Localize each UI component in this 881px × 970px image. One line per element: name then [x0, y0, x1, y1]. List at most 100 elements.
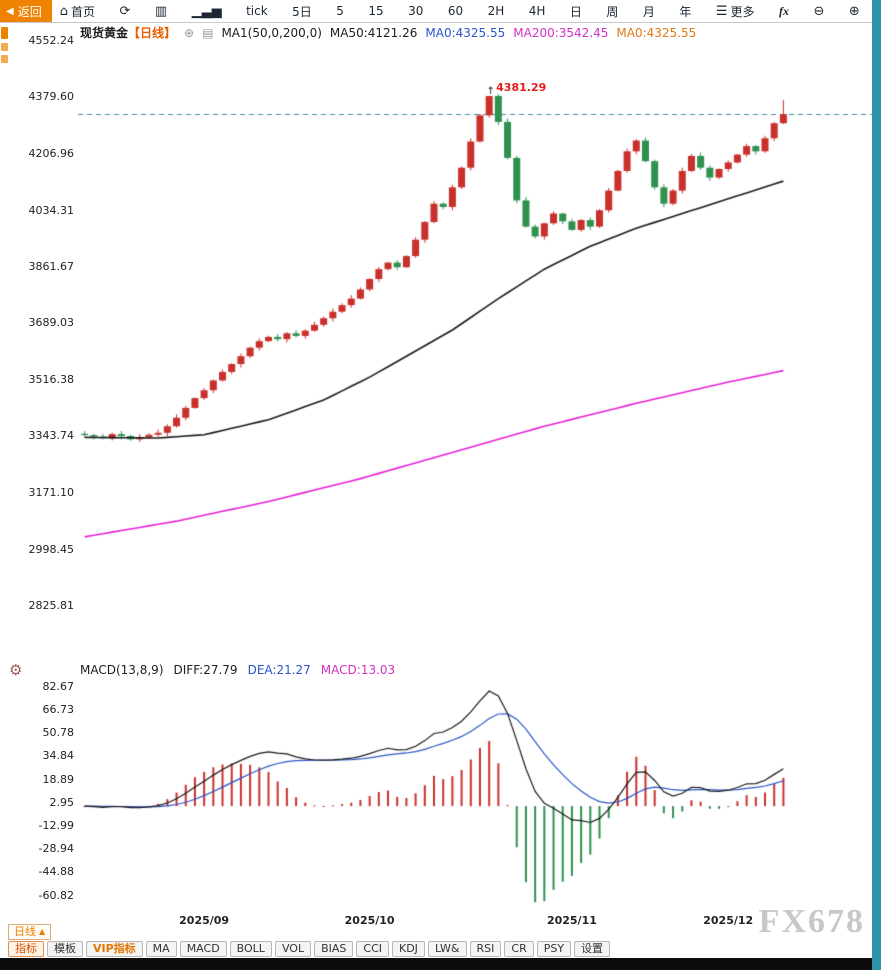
y-axis-label: 2998.45 — [28, 542, 75, 556]
macd-header: MACD(13,8,9) DIFF:27.79 DEA:21.27 MACD:1… — [80, 663, 395, 677]
macd-name: MACD(13,8,9) — [80, 663, 164, 677]
tab-指标[interactable]: 指标 — [8, 941, 44, 957]
left-rail — [1, 27, 9, 67]
scrollbar[interactable] — [872, 0, 881, 970]
y-axis-label: 3171.10 — [28, 485, 75, 499]
tab-VIP指标[interactable]: VIP指标 — [86, 941, 143, 957]
chart-settings-icon[interactable]: ⊕ — [184, 25, 195, 40]
macd-y-axis-label: -28.94 — [38, 842, 74, 856]
top-toolbar: ◀ 返回 ⌂ 首页 ⟳ ▥ ▁▃▅ tick 5日 5 15 30 60 2H 4H 日 周 月 年 ☰ 更多 fx ⊖… — [0, 0, 872, 23]
fx-indicators-button[interactable]: fx — [779, 4, 789, 19]
tab-MA[interactable]: MA — [145, 941, 177, 957]
tab-PSY[interactable]: PSY — [536, 941, 572, 957]
macd-y-axis-label: -60.82 — [38, 888, 74, 902]
timeframe-daily[interactable]: 日 — [570, 3, 582, 20]
macd-diff-value: DIFF:27.79 — [173, 663, 238, 677]
menu-icon: ☰ — [715, 3, 728, 19]
tab-模板[interactable]: 模板 — [47, 941, 83, 957]
kline-chart-icon: ▥ — [154, 3, 168, 19]
left-rail-marker[interactable] — [1, 27, 8, 39]
timeframe-2h[interactable]: 2H — [488, 4, 505, 18]
timeframe-yearly[interactable]: 年 — [679, 3, 691, 20]
timeframe-4h[interactable]: 4H — [529, 4, 546, 18]
x-axis-label: 2025/09 — [179, 914, 230, 927]
kline-chart-button[interactable]: ▥ — [155, 4, 167, 19]
timeframe-30m[interactable]: 30 — [408, 4, 423, 18]
timeframe-60m[interactable]: 60 — [448, 4, 463, 18]
y-axis-label: 4552.24 — [28, 34, 75, 47]
ma0-orange-value: MA0:4325.55 — [616, 25, 697, 40]
zoom-out-button[interactable]: ⊖ — [813, 4, 824, 19]
home-icon: ⌂ — [59, 3, 68, 19]
peak-price-annotation: 4381.29 — [496, 80, 547, 94]
macd-y-axis-label: -12.99 — [38, 818, 74, 832]
y-axis-label: 3343.74 — [28, 429, 75, 443]
fx-indicators-button-label: fx — [778, 3, 789, 18]
ma200-value: MA200:3542.45 — [513, 25, 609, 40]
y-axis-label: 4379.60 — [28, 90, 75, 104]
volume-chart-button[interactable]: ▁▃▅ — [192, 4, 222, 19]
timeframe-daily-label: 日 — [569, 4, 582, 19]
timeframe-60m-label: 60 — [447, 4, 464, 18]
macd-y-axis-label: 2.95 — [49, 795, 75, 809]
back-arrow-icon: ◀ — [6, 5, 14, 17]
tab-LW&[interactable]: LW& — [427, 941, 467, 957]
tab-CCI[interactable]: CCI — [356, 941, 389, 957]
macd-y-axis-label: -44.88 — [38, 865, 74, 879]
period-selector-button[interactable]: 日线 ▲ — [8, 924, 52, 940]
tab-MACD[interactable]: MACD — [179, 941, 227, 957]
home-button[interactable]: ⌂ 首页 — [60, 3, 95, 20]
chart-header: 现货黄金 【日线】 ⊕ ▤ MA1(50,0,200,0) MA50:4121.… — [80, 24, 696, 41]
timeframe-15m[interactable]: 15 — [368, 4, 383, 18]
symbol-name: 现货黄金 — [80, 26, 129, 40]
macd-dea-value: DEA:21.27 — [247, 663, 311, 677]
indicator-toggle-icon[interactable]: ▤ — [202, 25, 214, 40]
home-button-label: 首页 — [70, 4, 95, 19]
left-rail-marker[interactable] — [1, 55, 8, 63]
tab-设置[interactable]: 设置 — [574, 941, 611, 957]
macd-y-axis-label: 34.84 — [42, 749, 75, 763]
zoom-in-button[interactable]: ⊕ — [849, 4, 860, 19]
x-axis-label: 2025/12 — [703, 914, 754, 927]
y-axis-label: 4206.96 — [28, 146, 75, 160]
ma0-blue-value: MA0:4325.55 — [425, 25, 506, 40]
timeframe-tick[interactable]: tick — [246, 4, 268, 18]
more-button-label: 更多 — [730, 4, 755, 19]
ma-settings-label: MA1(50,0,200,0) — [221, 25, 322, 40]
timeframe-yearly-label: 年 — [679, 4, 692, 19]
y-axis-label: 4034.31 — [28, 203, 75, 217]
y-axis-label: 3516.38 — [28, 373, 75, 386]
tab-RSI[interactable]: RSI — [469, 941, 502, 957]
timeframe-5d[interactable]: 5日 — [292, 3, 312, 20]
timeframe-tick-label: tick — [246, 4, 268, 18]
back-button[interactable]: ◀ 返回 — [0, 0, 52, 22]
toolbar-items: ⌂ 首页 ⟳ ▥ ▁▃▅ tick 5日 5 15 30 60 2H 4H 日 周 月 年 ☰ 更多 fx ⊖ ⊕ — [52, 3, 872, 20]
ma50-value: MA50:4121.26 — [329, 25, 418, 40]
indicator-settings-icon[interactable]: ⚙ — [9, 661, 23, 679]
macd-y-axis-label: 66.73 — [42, 702, 75, 716]
tab-CR[interactable]: CR — [504, 941, 534, 957]
timeframe-2h-label: 2H — [487, 4, 505, 18]
timeframe-monthly[interactable]: 月 — [643, 3, 655, 20]
tab-BOLL[interactable]: BOLL — [229, 941, 272, 957]
triangle-up-icon: ▲ — [39, 927, 46, 936]
timeframe-15m-label: 15 — [368, 4, 384, 18]
timeframe-weekly[interactable]: 周 — [606, 3, 618, 20]
tab-VOL[interactable]: VOL — [274, 941, 312, 957]
refresh-button[interactable]: ⟳ — [119, 4, 130, 19]
x-axis-label: 2025/10 — [344, 914, 395, 927]
tab-KDJ[interactable]: KDJ — [392, 941, 425, 957]
watermark: FX678 — [758, 903, 865, 940]
tab-BIAS[interactable]: BIAS — [314, 941, 354, 957]
more-button[interactable]: ☰ 更多 — [716, 3, 755, 20]
y-axis-label: 3861.67 — [28, 259, 75, 273]
left-rail-marker[interactable] — [1, 43, 8, 51]
y-axis-label: 3689.03 — [28, 316, 75, 330]
timeframe-30m-label: 30 — [408, 4, 424, 18]
back-label: 返回 — [17, 4, 42, 19]
timeframe-5d-label: 5日 — [292, 4, 312, 19]
y-axis-label: 2825.81 — [28, 599, 75, 612]
timeframe-5m[interactable]: 5 — [336, 4, 344, 18]
symbol-period: 【日线】 — [128, 26, 177, 40]
